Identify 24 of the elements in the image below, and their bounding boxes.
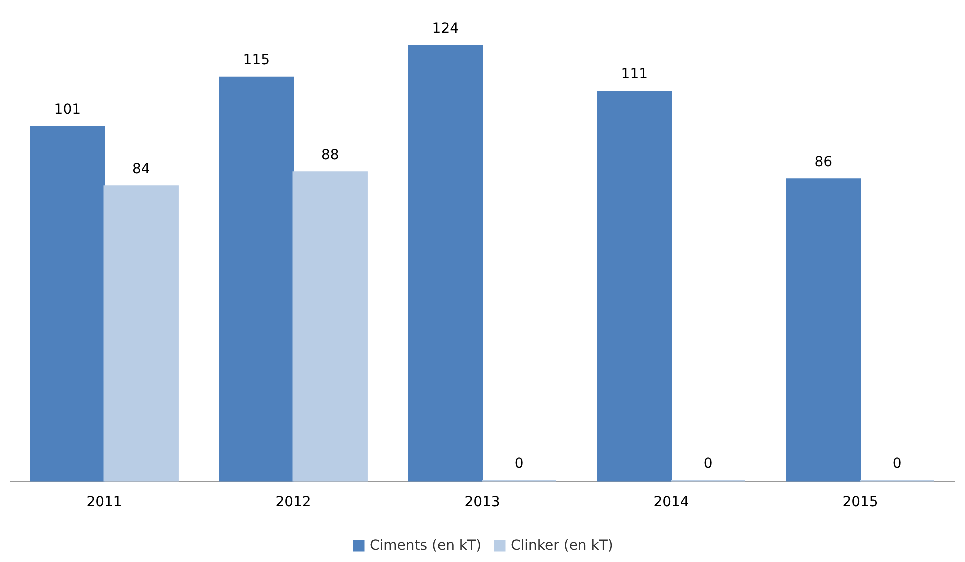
bar: [30, 126, 106, 482]
bar: [219, 76, 294, 482]
x-tick-label: 2012: [276, 494, 312, 510]
data-label: 86: [814, 154, 833, 170]
data-label: 124: [432, 21, 460, 38]
data-label: 0: [892, 456, 902, 472]
x-tick-label: 2011: [86, 494, 122, 510]
data-label: 0: [704, 456, 713, 472]
data-label: 0: [514, 456, 524, 472]
data-label: 101: [54, 102, 82, 118]
x-tick-label: 2015: [842, 494, 878, 510]
x-tick-label: 2013: [464, 494, 500, 510]
data-label: 84: [132, 161, 150, 178]
data-label: 88: [321, 147, 340, 164]
data-label: 115: [243, 52, 270, 69]
data-label: 111: [621, 66, 648, 83]
x-tick-label: 2014: [654, 494, 690, 510]
bar: [597, 90, 672, 482]
bar: [408, 45, 484, 482]
legend-label: Ciments (en kT): [370, 538, 482, 554]
bar: [292, 172, 368, 482]
bar: [786, 178, 862, 482]
bar: [104, 186, 179, 482]
legend-label: Clinker (en kT): [511, 538, 614, 554]
